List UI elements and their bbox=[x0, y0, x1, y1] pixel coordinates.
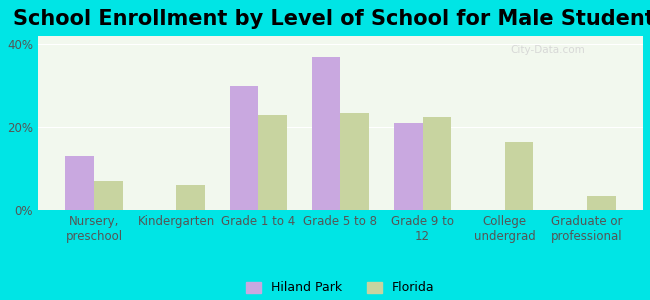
Title: School Enrollment by Level of School for Male Students: School Enrollment by Level of School for… bbox=[13, 9, 650, 29]
Bar bbox=[176, 185, 205, 210]
Bar bbox=[394, 123, 422, 210]
Text: City-Data.com: City-Data.com bbox=[510, 45, 584, 55]
Bar bbox=[258, 115, 287, 210]
Bar bbox=[312, 57, 341, 210]
Bar bbox=[65, 156, 94, 210]
Bar bbox=[341, 112, 369, 210]
Bar bbox=[587, 196, 616, 210]
Bar bbox=[422, 117, 451, 210]
Bar bbox=[94, 181, 123, 210]
Bar bbox=[504, 142, 534, 210]
Legend: Hiland Park, Florida: Hiland Park, Florida bbox=[241, 277, 440, 299]
Bar bbox=[229, 86, 258, 210]
